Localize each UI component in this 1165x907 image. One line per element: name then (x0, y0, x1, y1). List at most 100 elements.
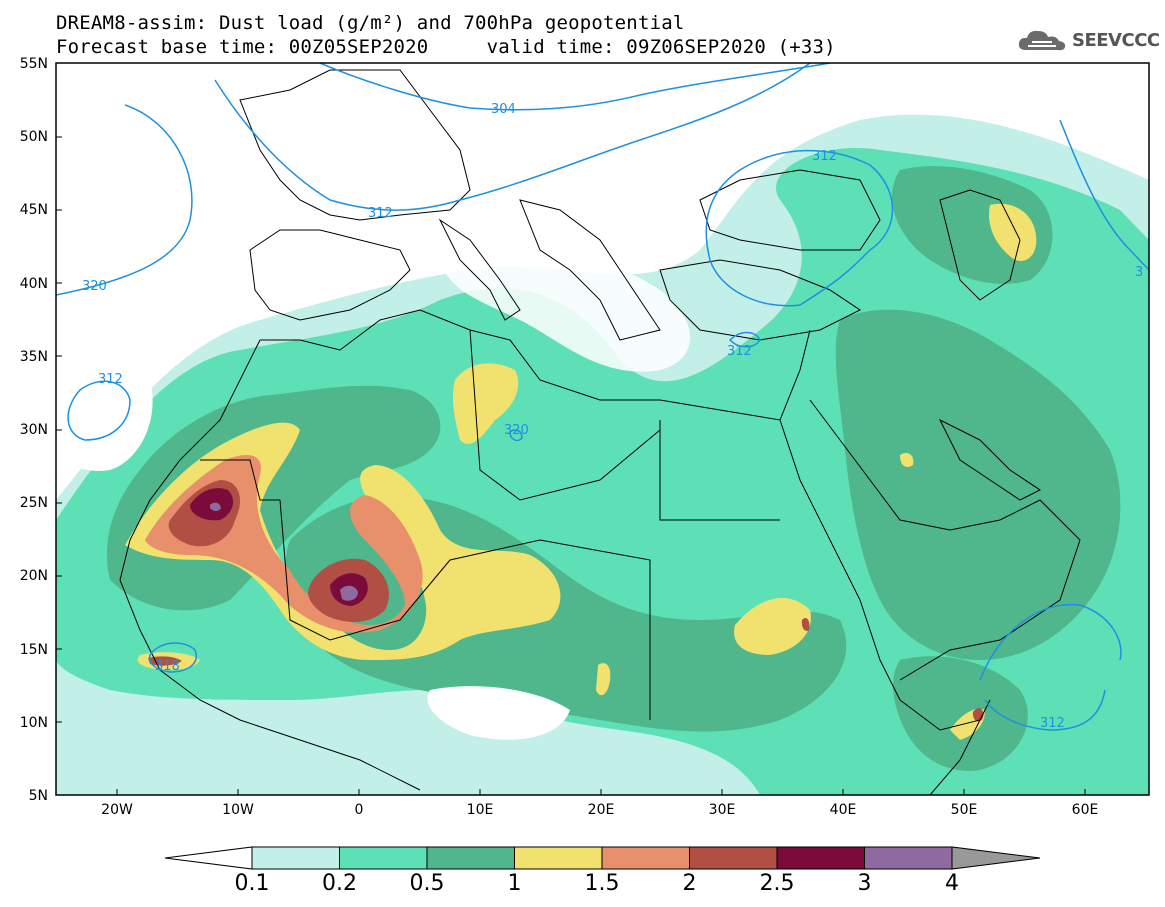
lon-label: 20E (588, 802, 615, 818)
contour-318 (148, 642, 197, 673)
coast-balkans (519, 199, 661, 341)
contour-312-arabia (979, 603, 1122, 731)
lon-label: 40E (830, 802, 857, 818)
contour-label: 312 (368, 206, 393, 221)
coast-turkey (659, 259, 861, 341)
lat-label: 15N (20, 642, 48, 658)
seevccc-logo: SEEVCCC (1016, 26, 1160, 54)
coast-europe (239, 69, 471, 221)
lat-label: 35N (20, 349, 48, 365)
coast-arabia (809, 399, 1081, 681)
colorbar-swatch (339, 846, 428, 870)
coast-red-sea (779, 419, 901, 701)
lat-label: 50N (20, 129, 48, 145)
lon-label: 60E (1072, 802, 1099, 818)
coast-iberia (249, 229, 411, 321)
lat-label: 40N (20, 276, 48, 292)
dust-band-0-5-horn (893, 656, 1028, 771)
lat-label: 45N (20, 202, 48, 218)
contour-label: 312 (812, 149, 837, 164)
coast-west-africa (119, 339, 421, 791)
colorbar-swatch (514, 846, 603, 870)
dust-band-0-5-east (835, 309, 1121, 660)
dust-band-1-sudan (734, 598, 811, 655)
colorbar-label: 1 (507, 871, 522, 896)
map-subtitle: Forecast base time: 00Z05SEP2020 valid t… (56, 36, 836, 58)
contour-label: 304 (491, 102, 516, 117)
lon-label: 50E (951, 802, 978, 818)
lat-axis: 55N 50N 45N 40N 35N 30N 25N 20N 15N 10N … (20, 56, 48, 804)
colorbar-label: 2.5 (759, 871, 795, 896)
lon-ticks (116, 789, 1086, 795)
colorbar-label: 2 (682, 871, 697, 896)
lon-label: 30E (709, 802, 736, 818)
lon-label: 10W (222, 802, 254, 818)
dust-band-1-caspian (989, 203, 1037, 261)
coast-caspian (939, 189, 1021, 301)
clear-sahel (427, 686, 570, 740)
lat-label: 10N (20, 715, 48, 731)
coast-north-africa (260, 309, 811, 421)
coast-persian-gulf (938, 418, 1041, 501)
contour-label: 312 (1040, 716, 1065, 731)
cloud-icon (1018, 30, 1066, 51)
lat-label: 55N (20, 56, 48, 72)
map-frame (55, 62, 1150, 796)
clear-mediterranean (440, 246, 690, 372)
contour-label: 320 (82, 279, 107, 294)
contour-label: 320 (504, 423, 529, 438)
colorbar-label: 4 (945, 871, 959, 896)
contour-label: 318 (155, 659, 180, 674)
coast-black-sea (699, 169, 881, 251)
lon-axis: 20W 10W 0 10E 20E 30E 40E 50E 60E (101, 802, 1098, 818)
lat-label: 25N (20, 495, 48, 511)
colorbar (164, 846, 1041, 870)
contour-label: 312 (98, 372, 123, 387)
lat-label: 20N (20, 568, 48, 584)
contour-320-libya (509, 429, 523, 442)
colorbar-low-triangle (164, 846, 253, 870)
contour-320-west (56, 104, 193, 296)
dust-band-1-spot2 (900, 453, 914, 467)
border-sahara-1 (279, 499, 651, 720)
lat-ticks (56, 136, 62, 723)
colorbar-swatch (776, 846, 865, 870)
contour-label-group: 304 312 312 320 312 320 312 318 312 3 (82, 102, 1143, 731)
colorbar-label: 0.1 (234, 871, 270, 896)
colorbar-swatch (601, 846, 690, 870)
border-egypt (659, 420, 780, 521)
colorbar-high-triangle (951, 846, 1041, 870)
border-sahara-2 (469, 329, 661, 501)
dust-band-1-tunisia (452, 363, 519, 444)
colorbar-label: 0.5 (409, 871, 445, 896)
colorbar-swatch (426, 846, 515, 870)
coast-italy (438, 218, 521, 321)
dust-band-1-spot1 (596, 663, 611, 696)
coastlines (119, 69, 1081, 795)
contour-312-north (214, 63, 811, 211)
coast-horn (899, 699, 991, 795)
contour-312-aegean (728, 331, 761, 348)
map-title: DREAM8-assim: Dust load (g/m²) and 700hP… (56, 12, 685, 34)
colorbar-label: 1.5 (584, 871, 620, 896)
contour-312-atlantic (67, 380, 131, 441)
dust-band-3 (210, 502, 358, 601)
dust-field (56, 114, 1149, 795)
colorbar-label: 0.2 (322, 871, 357, 896)
contour-label: 312 (727, 344, 752, 359)
colorbar-swatch (251, 846, 340, 870)
logo-text: SEEVCCC (1072, 29, 1160, 51)
lon-label: 10E (467, 802, 494, 818)
colorbar-swatch (864, 846, 953, 870)
border-sahara-3 (200, 459, 280, 501)
lon-label: 0 (355, 802, 364, 818)
lat-label: 30N (20, 422, 48, 438)
contour-label: 3 (1135, 265, 1143, 280)
lat-label: 5N (29, 788, 48, 804)
geopotential-contours (56, 63, 1149, 731)
contour-3-east (1059, 119, 1149, 271)
clear-atlantic (56, 336, 153, 471)
contour-312-black-sea (705, 149, 894, 307)
lon-label: 20W (101, 802, 133, 818)
